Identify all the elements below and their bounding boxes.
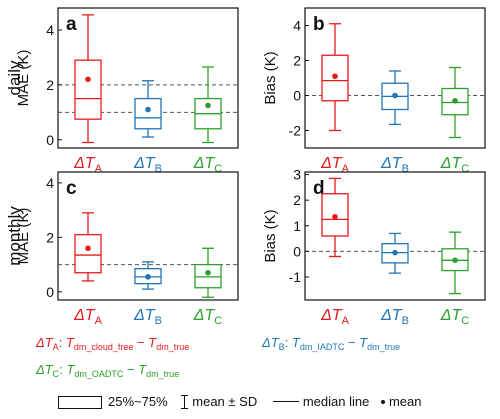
mean-dot [332,214,338,220]
mean-dot [145,274,151,280]
category-label: ΔTA [320,307,350,327]
panel-b: -2 0 2 4 Bias (K) b ΔTA ΔTB ΔTC [262,7,486,175]
mean-dot [452,257,458,264]
panel-letter: b [313,14,325,35]
symbol-key: 25%~75% mean ± SD median line mean [58,394,421,409]
y-tick-label: 2 [46,229,54,245]
iqr-box [74,59,102,120]
panel-d: -1 0 1 2 3 Bias (K) d ΔTA ΔTB ΔTC [262,167,486,327]
row-label-daily: daily [5,60,24,95]
iqr-box [134,97,162,130]
key-mean-label: mean [388,394,422,409]
category-label: ΔTB [133,307,162,327]
panel-c: 0 2 4 MAE (K) c ΔTA ΔTB ΔTC [15,171,239,327]
mean-dot [452,97,458,104]
key-median-label: median line [302,394,370,409]
definition-b: ΔTB: Tdm_IADTC − Tdm_true [262,335,401,352]
mean-dot [145,106,151,113]
panel-letter: d [313,178,325,199]
panel-letter: a [66,14,77,35]
y-axis-label: MAE (K) [15,208,32,265]
key-box-label: 25%~75% [108,394,168,409]
category-label: ΔTB [380,307,409,327]
y-tick-label: 1 [293,218,301,234]
iqr-box [194,263,222,289]
y-tick-label: 4 [293,18,301,34]
mean-dot [85,76,91,83]
mean-dot [332,73,338,80]
y-tick-label: 4 [46,175,54,191]
y-axis-label: Bias (K) [262,51,279,104]
y-tick-label: 2 [46,77,54,93]
y-tick-label: 3 [293,167,301,183]
panel-letter: c [66,178,77,199]
plot-frame [57,171,239,301]
plot-frame [304,171,486,301]
mean-dot [205,102,211,109]
category-label: ΔTC [440,155,470,175]
y-tick-label: 0 [293,88,301,104]
y-axis-label: Bias (K) [262,209,279,262]
category-label: ΔTC [193,155,223,175]
key-whisker-swatch [181,395,189,409]
y-axis-label: MAE (K) [15,50,32,107]
category-label: ΔTB [380,155,409,175]
category-label: ΔTC [440,307,470,327]
iqr-box [74,233,102,274]
key-mean-swatch [380,400,385,404]
y-tick-label: 0 [293,243,301,259]
plot-frame [304,7,486,149]
y-tick-label: -1 [289,269,302,285]
definition-a: ΔTA: Tdm_cloud_free − Tdm_true [36,335,190,352]
y-tick-label: 0 [46,284,54,300]
y-tick-label: -2 [289,123,302,139]
mean-dot [392,249,398,256]
figure: daily monthly 0 2 4 MAE (K) a ΔTA ΔTB ΔTC -2 0 2 4 Bia… [5,7,486,327]
row-label-monthly: monthly [5,206,24,266]
definition-c: ΔTC: Tdm_OADTC − Tdm_true [36,362,180,379]
category-label: ΔTC [193,307,223,327]
y-tick-label: 2 [293,192,301,208]
key-box-swatch [58,396,102,409]
key-median-swatch [272,401,299,402]
y-tick-label: 4 [46,22,54,38]
mean-dot [85,245,91,252]
y-tick-label: 0 [46,132,54,148]
category-label: ΔTA [320,155,350,175]
category-label: ΔTA [73,307,103,327]
category-label: ΔTB [133,155,162,175]
panel-a: 0 2 4 MAE (K) a ΔTA ΔTB ΔTC [15,7,239,175]
plot-frame [57,7,239,149]
mean-dot [205,269,211,276]
y-tick-label: 2 [293,53,301,69]
mean-dot [392,92,398,99]
category-label: ΔTA [73,155,103,175]
key-whisker-label: mean ± SD [192,394,258,409]
